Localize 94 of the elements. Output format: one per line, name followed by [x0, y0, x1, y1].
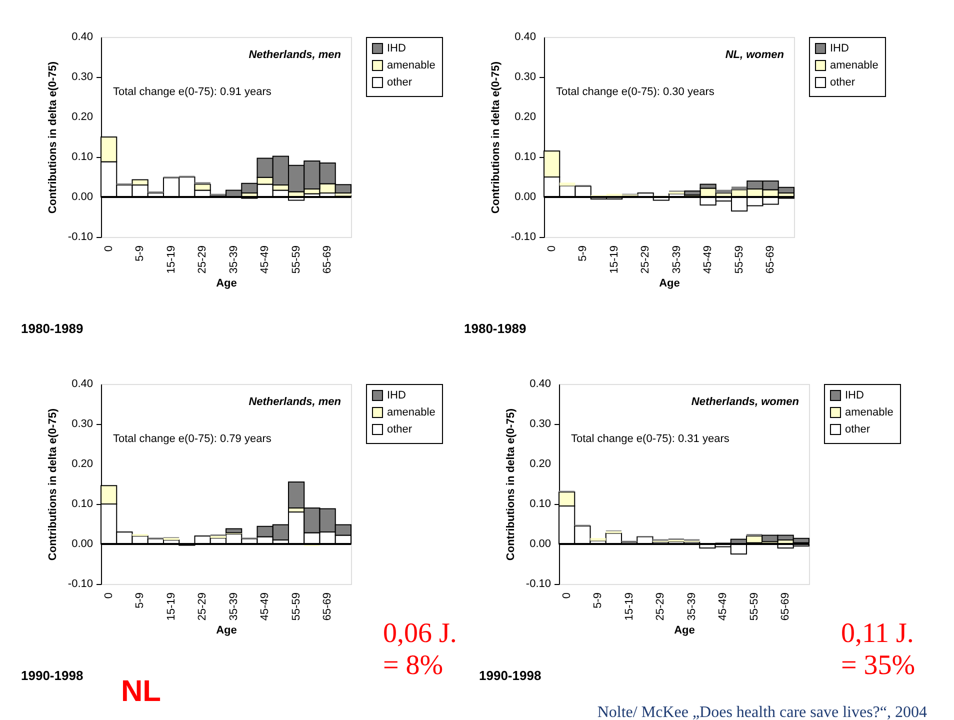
- annotation: Total change e(0-75): 0.30 years: [556, 86, 715, 98]
- x-tick-label: 0: [102, 592, 115, 599]
- legend-label: amenable: [845, 406, 894, 418]
- legend-label: other: [845, 424, 870, 436]
- x-tick-label: 65-69: [780, 592, 792, 621]
- x-tick-label: 25-29: [640, 246, 652, 274]
- x-tick-label: 25-29: [654, 592, 667, 621]
- x-tick-label: 55-59: [748, 592, 760, 621]
- x-tick-label: 5-9: [134, 246, 146, 262]
- x-axis-title: Age: [216, 624, 237, 637]
- y-tick-label: 0.20: [514, 111, 536, 123]
- y-tick-label: 0.10: [514, 151, 536, 163]
- text: 1980-1989: [21, 321, 84, 336]
- text: 1990-1998: [479, 668, 542, 683]
- x-tick-label: 25-29: [196, 592, 209, 621]
- y-tick-label: 0.20: [72, 111, 93, 123]
- y-tick-label: 0.10: [72, 151, 93, 163]
- y-tick-label: 0.00: [72, 191, 93, 203]
- y-tick-label: 0.30: [72, 418, 93, 430]
- x-tick-label: 55-59: [290, 246, 302, 274]
- y-tick-label: 0.30: [72, 71, 93, 83]
- x-tick-label: 65-69: [322, 246, 334, 274]
- legend-label: amenable: [387, 60, 436, 72]
- y-tick-label: 0.30: [514, 71, 536, 83]
- text: Netherlands, men: [248, 49, 342, 61]
- legend-label: amenable: [387, 406, 436, 418]
- y-tick-label: 0.00: [530, 538, 551, 550]
- y-axis-title: Contributions in delta e(0-75): [47, 61, 59, 214]
- text: 1980-1989: [464, 321, 526, 336]
- text: 1990-1998: [21, 668, 84, 683]
- y-tick-label: -0.10: [510, 231, 536, 243]
- y-axis-title: Contributions in delta e(0-75): [505, 408, 517, 561]
- x-tick-label: 35-39: [228, 592, 240, 621]
- text: NL: [121, 675, 161, 708]
- y-tick-label: 0.20: [530, 458, 551, 470]
- x-axis-title: Age: [674, 624, 695, 637]
- x-tick-label: 35-39: [228, 246, 240, 274]
- y-tick-label: -0.10: [68, 578, 93, 590]
- y-tick-label: -0.10: [68, 231, 93, 243]
- y-tick-label: 0.40: [514, 31, 536, 43]
- legend-label: IHD: [387, 390, 406, 402]
- x-tick-label: 65-69: [322, 592, 334, 621]
- legend-label: other: [387, 424, 412, 436]
- x-tick-label: 15-19: [623, 592, 636, 621]
- x-tick-label: 25-29: [196, 246, 209, 274]
- x-tick-label: 0: [560, 592, 573, 599]
- annotation: Total change e(0-75): 0.91 years: [113, 86, 272, 98]
- x-tick-label: 15-19: [165, 592, 178, 621]
- y-tick-label: 0.30: [530, 418, 551, 430]
- x-tick-label: 0: [102, 246, 115, 252]
- text: Netherlands, women: [691, 396, 800, 408]
- y-tick-label: 0.40: [530, 378, 551, 390]
- x-tick-label: 55-59: [733, 246, 746, 274]
- legend-label: IHD: [830, 42, 849, 54]
- x-tick-label: 15-19: [165, 246, 178, 274]
- x-tick-label: 35-39: [686, 592, 698, 621]
- x-tick-label: 45-49: [259, 246, 272, 274]
- text: Netherlands, men: [248, 396, 342, 408]
- y-tick-label: 0.10: [530, 498, 551, 510]
- y-tick-label: -0.10: [526, 578, 551, 590]
- x-tick-label: 35-39: [670, 246, 683, 274]
- y-tick-label: 0.10: [72, 498, 93, 510]
- y-tick-label: 0.00: [72, 538, 93, 550]
- text: 0,11 J.: [841, 618, 914, 649]
- x-tick-label: 0: [546, 246, 558, 252]
- text: = 35%: [841, 650, 916, 681]
- x-tick-label: 5-9: [134, 592, 146, 608]
- x-axis-title: Age: [216, 278, 237, 290]
- legend-label: IHD: [387, 42, 406, 54]
- y-axis-title: Contributions in delta e(0-75): [490, 61, 502, 214]
- text: = 8%: [383, 650, 444, 681]
- y-tick-label: 0.40: [72, 378, 93, 390]
- y-tick-label: 0.40: [72, 31, 93, 43]
- text: NL, women: [725, 49, 784, 61]
- x-tick-label: 45-49: [259, 592, 272, 621]
- x-tick-label: 5-9: [592, 592, 604, 608]
- y-tick-label: 0.00: [514, 191, 536, 203]
- x-tick-label: 45-49: [702, 246, 714, 274]
- legend-label: IHD: [845, 390, 864, 402]
- x-tick-label: 15-19: [608, 246, 620, 274]
- x-axis-title: Age: [659, 278, 680, 290]
- text: Nolte/ McKee „Does health care save lives?“, 2004: [597, 704, 927, 720]
- legend-label: amenable: [830, 60, 878, 72]
- annotation: Total change e(0-75): 0.31 years: [571, 433, 730, 445]
- y-tick-label: 0.20: [72, 458, 93, 470]
- x-tick-label: 45-49: [717, 592, 730, 621]
- x-tick-label: 55-59: [290, 592, 302, 621]
- legend-label: other: [830, 76, 856, 88]
- annotation: Total change e(0-75): 0.79 years: [113, 433, 272, 445]
- legend-label: other: [387, 76, 412, 88]
- text: 0,06 J.: [383, 618, 457, 649]
- x-tick-label: 65-69: [764, 246, 777, 274]
- y-axis-title: Contributions in delta e(0-75): [47, 408, 59, 561]
- x-tick-label: 5-9: [577, 246, 590, 262]
